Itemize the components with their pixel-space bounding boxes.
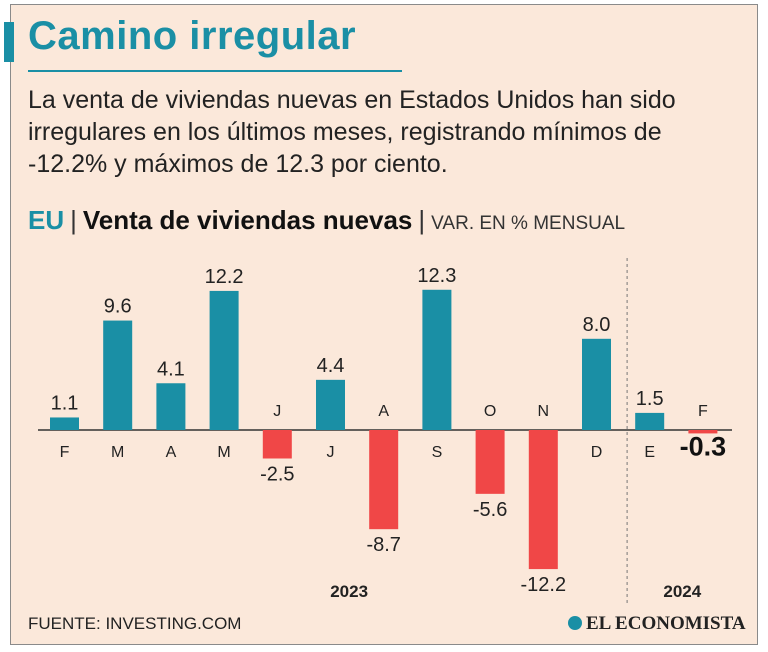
bar — [209, 290, 239, 430]
category-label: E — [644, 444, 655, 461]
bar — [156, 383, 186, 430]
category-label: N — [538, 403, 550, 420]
subtitle: La venta de viviendas nuevas en Estados … — [28, 86, 676, 178]
chart-unit: VAR. EN % MENSUAL — [431, 213, 626, 234]
bar — [316, 379, 345, 430]
chart-region: EU — [28, 205, 65, 235]
bar — [635, 412, 665, 430]
data-label: 4.1 — [157, 358, 185, 380]
category-label: F — [698, 403, 708, 420]
bar — [369, 430, 399, 530]
category-label: F — [60, 444, 70, 461]
category-label: M — [111, 444, 124, 461]
year-label: 2024 — [663, 582, 701, 601]
data-label: 9.6 — [104, 296, 132, 318]
chart-name: Venta de viviendas nuevas — [82, 205, 413, 235]
bar — [50, 417, 79, 430]
data-label: -2.5 — [260, 464, 294, 486]
category-label: J — [273, 403, 281, 420]
data-label: 4.4 — [317, 355, 345, 377]
category-label: J — [327, 444, 335, 461]
data-label: 1.1 — [51, 392, 79, 414]
data-label: 12.2 — [205, 266, 244, 288]
brand-name: EL ECONOMISTA — [586, 613, 746, 634]
data-label: 1.5 — [636, 388, 664, 410]
bar — [475, 430, 505, 494]
bar — [528, 430, 558, 570]
bar — [422, 289, 452, 430]
bar — [688, 430, 718, 434]
data-label: -8.7 — [366, 534, 400, 556]
chart-header-separator-2: | — [418, 205, 426, 235]
chart-header: EU | Venta de viviendas nuevas | VAR. EN % M… — [28, 205, 625, 236]
infographic-card — [10, 4, 758, 645]
category-label: S — [432, 444, 443, 461]
data-label: 12.3 — [417, 265, 456, 287]
title-accent-bar — [4, 22, 14, 62]
data-label: 8.0 — [583, 314, 611, 336]
data-label: -0.3 — [680, 431, 727, 461]
source-note: FUENTE: INVESTING.COM — [28, 614, 242, 633]
bar — [262, 430, 292, 459]
chart-header-separator: | — [70, 205, 77, 235]
category-label: A — [166, 444, 177, 461]
category-label: M — [217, 444, 230, 461]
title-underline — [28, 70, 402, 72]
bar — [103, 320, 133, 430]
category-label: A — [378, 403, 389, 420]
year-label: 2023 — [330, 582, 368, 601]
bar — [582, 338, 611, 430]
data-label: -5.6 — [473, 499, 507, 521]
category-label: D — [591, 444, 603, 461]
category-label: O — [484, 403, 496, 420]
globe-icon — [568, 616, 582, 630]
data-label: -12.2 — [521, 574, 567, 596]
brand-logo: EL ECONOMISTA — [568, 613, 746, 635]
page-title: Camino irregular — [28, 14, 357, 58]
